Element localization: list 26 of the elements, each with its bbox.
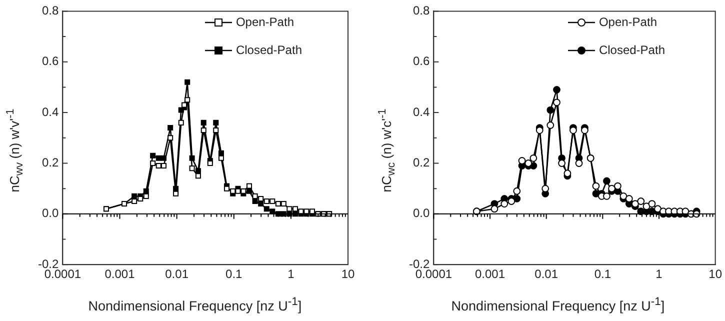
y-tick-label: 0.0 <box>42 206 59 220</box>
x-axis-title: Nondimensional Frequency [nz U$^{-1}$] <box>450 296 666 314</box>
x-tick-label: 1 <box>288 267 295 282</box>
x-tick-label: 10 <box>341 267 355 282</box>
x-tick-label: 1 <box>656 267 663 282</box>
y-tick-label: 0.4 <box>42 104 59 119</box>
x-tick-label: 0.1 <box>594 267 612 282</box>
x-axis-title: Nondimensional Frequency [nz U$^{-1}$] <box>87 296 303 314</box>
x-tick-label: 0.1 <box>226 267 243 282</box>
y-tick-label: 0.2 <box>42 156 59 170</box>
y-tick-label: 0.8 <box>42 4 59 18</box>
y-tick-label: 0.2 <box>412 156 430 170</box>
y-tick-label: 0.8 <box>412 4 430 18</box>
x-tick-label: 0.001 <box>104 267 136 282</box>
x-tick-label: 0.001 <box>474 267 506 282</box>
legend-label: Open-Path <box>598 15 657 29</box>
y-tick-label: 0.0 <box>412 206 430 220</box>
y-tick-label: 0.6 <box>412 54 430 68</box>
y-tick-label: 0.4 <box>412 104 430 119</box>
legend-label: Closed-Path <box>598 43 665 57</box>
x-tick-label: 0.01 <box>534 267 558 282</box>
y-tick-label: 0.6 <box>42 54 59 68</box>
x-tick-label: 0.01 <box>165 267 189 282</box>
legend-label: Open-Path <box>236 15 294 29</box>
x-tick-label: 10 <box>708 267 722 282</box>
legend-label: Closed-Path <box>236 43 302 57</box>
